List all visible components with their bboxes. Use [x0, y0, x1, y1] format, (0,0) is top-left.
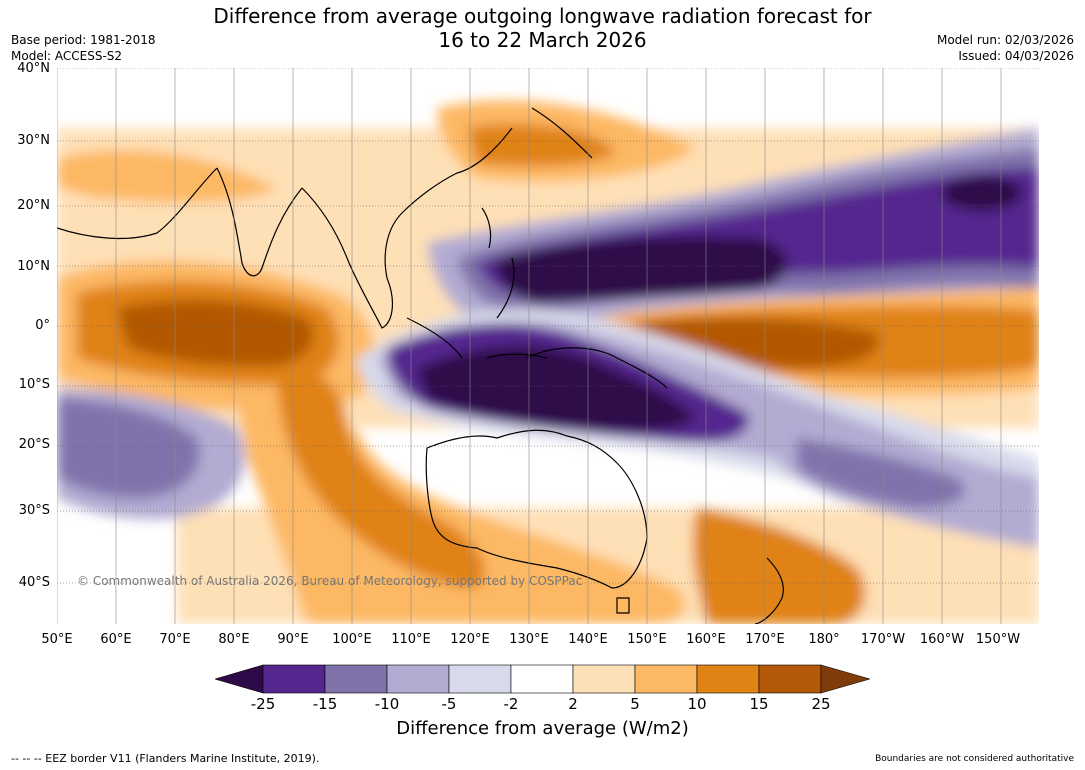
issued-label: Issued: 04/03/2026 — [958, 49, 1074, 63]
lon-label-70e: 70°E — [159, 632, 191, 647]
colorbar-label: -5 — [441, 695, 457, 713]
colorbar-label: 10 — [687, 695, 707, 713]
colorbar-extend-low — [215, 664, 264, 694]
meta-right: Model run: 02/03/2026 Issued: 04/03/2026 — [937, 32, 1074, 64]
lon-label-160w: 160°W — [919, 632, 965, 647]
lat-label-40n: 40°N — [17, 61, 50, 76]
japan-coastline — [531, 107, 593, 159]
lon-label-60e: 60°E — [100, 632, 132, 647]
lat-label-0: 0° — [35, 318, 50, 333]
lat-label-20n: 20°N — [17, 198, 50, 213]
colorbar-extend-high — [820, 664, 870, 694]
colorbar-swatch-1 — [262, 664, 326, 694]
model-label: Model: ACCESS-S2 — [11, 49, 123, 63]
colorbar-label: -10 — [374, 695, 400, 713]
colorbar-label: 2 — [568, 695, 578, 713]
se-asia-coastline — [301, 127, 513, 329]
lat-label-10n: 10°N — [17, 259, 50, 274]
meridians — [57, 68, 1002, 624]
lon-label-150w: 150°W — [975, 632, 1021, 647]
lon-label-90e: 90°E — [277, 632, 309, 647]
map-title: Difference from average outgoing longwav… — [0, 4, 1085, 52]
colorbar-swatch-2 — [324, 664, 388, 694]
australia-coastline — [425, 429, 648, 589]
coastlines — [57, 107, 784, 624]
lat-label-30s: 30°S — [18, 503, 50, 518]
lon-label-130e: 130°E — [509, 632, 549, 647]
lon-label-100e: 100°E — [332, 632, 372, 647]
new-zealand-coastline — [754, 557, 784, 624]
lon-label-50e: 50°E — [41, 632, 73, 647]
new-guinea-coastline — [526, 347, 668, 389]
colorbar-swatch-9 — [758, 664, 822, 694]
colorbar-swatch-4 — [448, 664, 512, 694]
colorbar-swatch-5 — [510, 664, 574, 694]
title-line-2: 16 to 22 March 2026 — [438, 28, 647, 52]
colorbar-label: 25 — [811, 695, 831, 713]
lon-label-150e: 150°E — [627, 632, 667, 647]
title-line-1: Difference from average outgoing longwav… — [213, 4, 872, 28]
lon-label-170e: 170°E — [745, 632, 785, 647]
colorbar-label: 15 — [749, 695, 769, 713]
meta-left: Base period: 1981-2018 Model: ACCESS-S2 — [11, 32, 156, 64]
lat-label-40s: 40°S — [18, 575, 50, 590]
colorbar-label: 5 — [630, 695, 640, 713]
lon-label-140e: 140°E — [568, 632, 608, 647]
olr-anomaly-map — [57, 68, 1039, 624]
eez-border-note: -- -- -- EEZ border V11 (Flanders Marine… — [11, 752, 320, 765]
lat-label-20s: 20°S — [18, 437, 50, 452]
lon-label-180: 180° — [808, 632, 840, 647]
lon-label-120e: 120°E — [450, 632, 490, 647]
colorbar — [215, 664, 870, 694]
colorbar-swatch-3 — [386, 664, 450, 694]
base-period-label: Base period: 1981-2018 — [11, 33, 156, 47]
indonesia-coastline — [406, 317, 548, 359]
lon-label-160e: 160°E — [686, 632, 726, 647]
india-coastline — [216, 167, 303, 277]
colorbar-swatch-6 — [572, 664, 636, 694]
lat-label-30n: 30°N — [17, 133, 50, 148]
lon-label-80e: 80°E — [218, 632, 250, 647]
lon-label-170w: 170°W — [860, 632, 906, 647]
arabia-coastline — [57, 167, 218, 240]
tasmania-coastline — [616, 597, 630, 614]
philippines-taiwan-coastline — [481, 207, 515, 319]
colorbar-label: -2 — [503, 695, 519, 713]
colorbar-label: -15 — [312, 695, 338, 713]
model-run-label: Model run: 02/03/2026 — [936, 33, 1074, 47]
copyright-notice: © Commonwealth of Australia 2026, Bureau… — [77, 574, 583, 588]
boundaries-disclaimer: Boundaries are not considered authoritat… — [875, 754, 1074, 764]
colorbar-swatch-7 — [634, 664, 698, 694]
colorbar-label: -25 — [250, 695, 276, 713]
lon-label-110e: 110°E — [391, 632, 431, 647]
anomaly-field — [57, 100, 1039, 624]
lat-label-10s: 10°S — [18, 377, 50, 392]
colorbar-title: Difference from average (W/m2) — [396, 718, 689, 739]
colorbar-swatch-8 — [696, 664, 760, 694]
